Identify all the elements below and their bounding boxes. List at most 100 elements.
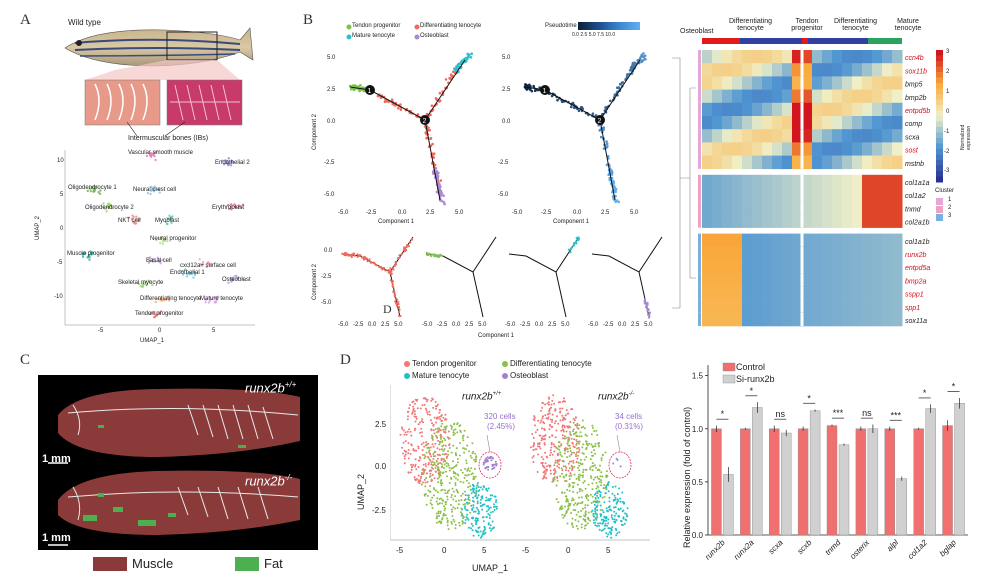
trajectory-point [647, 308, 650, 311]
umap-d-dot [594, 497, 597, 499]
umap-d-dot [470, 473, 473, 476]
umap-d-dot [411, 411, 414, 414]
umap-d-dot [602, 487, 605, 490]
hm-header-osteo: Osteoblast [680, 28, 714, 35]
umap-a-dot [237, 204, 241, 207]
umap-a-dot [132, 220, 135, 223]
gene-label: ccn4b [905, 55, 924, 62]
bar-control [740, 428, 751, 536]
umap-d-dot [616, 500, 619, 503]
traj2-ytick: -5.0 [498, 192, 509, 198]
umap-d-dot [572, 498, 575, 501]
umap-d-dot [475, 506, 478, 509]
heatmap-cell [742, 299, 753, 314]
heatmap-cell [712, 102, 723, 117]
umap-d-dot [602, 511, 605, 514]
heatmap-cell [732, 246, 743, 261]
heatmap-cell [822, 142, 833, 156]
heatmap-cell [892, 201, 903, 215]
umap-d-dot [615, 457, 618, 460]
gene-label: sox11a [905, 318, 927, 325]
heatmap-cell [832, 273, 843, 287]
heatmap-cell [782, 299, 793, 314]
umap-a-dot [227, 281, 230, 284]
trajectory-subplot [508, 236, 580, 318]
umap-a-dot [233, 203, 236, 206]
umap-d-dot [591, 488, 594, 491]
umap-d-dot [540, 456, 543, 458]
category-label: alpl [885, 538, 900, 553]
umap-d-dot [534, 431, 537, 434]
umap-d-dot [434, 455, 437, 458]
branch-point-label: 1 [368, 88, 372, 95]
trajectory-point [365, 257, 368, 260]
d-xlabel: UMAP_1 [472, 563, 509, 573]
umap-d-dot [444, 514, 447, 517]
umap-d-dot [561, 469, 564, 472]
heatmap-cell [832, 76, 843, 90]
umap-a-dot [240, 206, 243, 209]
umap-d-dot [444, 413, 447, 416]
umap-d-dot [477, 512, 480, 515]
umap-d-dot [472, 506, 475, 509]
heatmap-cell [862, 142, 873, 156]
umap-d-dot [423, 403, 426, 406]
cluster-bar [698, 286, 701, 300]
umap-d-dot [616, 498, 619, 501]
heatmap-cell [892, 260, 903, 274]
trajectory-point [431, 142, 434, 146]
trajectory-point [400, 253, 403, 256]
heatmap-cell [772, 246, 783, 261]
umap-d-dot [601, 522, 604, 525]
umap-d-dot [561, 513, 564, 516]
umap-a-dot [185, 275, 189, 278]
traj-ytick: 5.0 [327, 55, 336, 61]
umap-d-dot [438, 502, 441, 505]
umap-d-dot [414, 458, 417, 461]
umap-d-dot [463, 477, 466, 479]
umap-d-dot [591, 509, 594, 512]
umap-d-dot [482, 461, 485, 464]
heatmap-cell [752, 214, 763, 228]
trajectory-point [397, 300, 400, 303]
umap-d-dot [410, 468, 413, 471]
umap-d-dot [610, 536, 613, 539]
umap-d-dot [596, 509, 599, 512]
umap-d-dot [430, 478, 433, 481]
umap-d-dot [553, 478, 556, 481]
umap-d-dot [419, 431, 422, 434]
trajectory-point [454, 69, 457, 72]
umap-d-dot [562, 465, 565, 468]
umap-d-dot [456, 478, 459, 481]
cluster-legend-swatch [936, 198, 943, 205]
umap-a-xtick: 0 [158, 328, 162, 334]
heatmap-cell [752, 63, 763, 77]
heatmap-cell [812, 116, 823, 130]
umap-d-dot [436, 447, 439, 450]
y-tick-label: 0.0 [692, 531, 704, 540]
umap-d-dot [581, 419, 584, 422]
umap-d-dot [420, 483, 423, 486]
umap-d-dot [438, 498, 441, 501]
umap-d-dot [587, 495, 590, 497]
heatmap-cell [812, 312, 823, 327]
heatmap-cell [872, 142, 883, 156]
umap-d-dot [485, 515, 488, 518]
umap-d-dot [426, 480, 429, 483]
trajectory-point [350, 255, 353, 259]
umap-d-dot [454, 507, 457, 510]
genotype-bottom: runx2b-/- [245, 473, 293, 489]
legend-muscle: Muscle [132, 556, 174, 571]
heatmap-cell [802, 142, 813, 156]
umap-d-dot [590, 502, 593, 504]
category-label: osterix [848, 537, 872, 561]
trajectory-point [435, 98, 438, 101]
heatmap-cell [782, 286, 793, 300]
umap-d-dot [430, 399, 433, 402]
umap-d-dot [452, 444, 455, 447]
umap-a-xtick: 5 [212, 328, 216, 334]
umap-a-dot [153, 315, 156, 319]
umap-d-dot [576, 483, 579, 486]
heatmap-cell [822, 129, 833, 143]
umap-a-dot [91, 251, 95, 255]
